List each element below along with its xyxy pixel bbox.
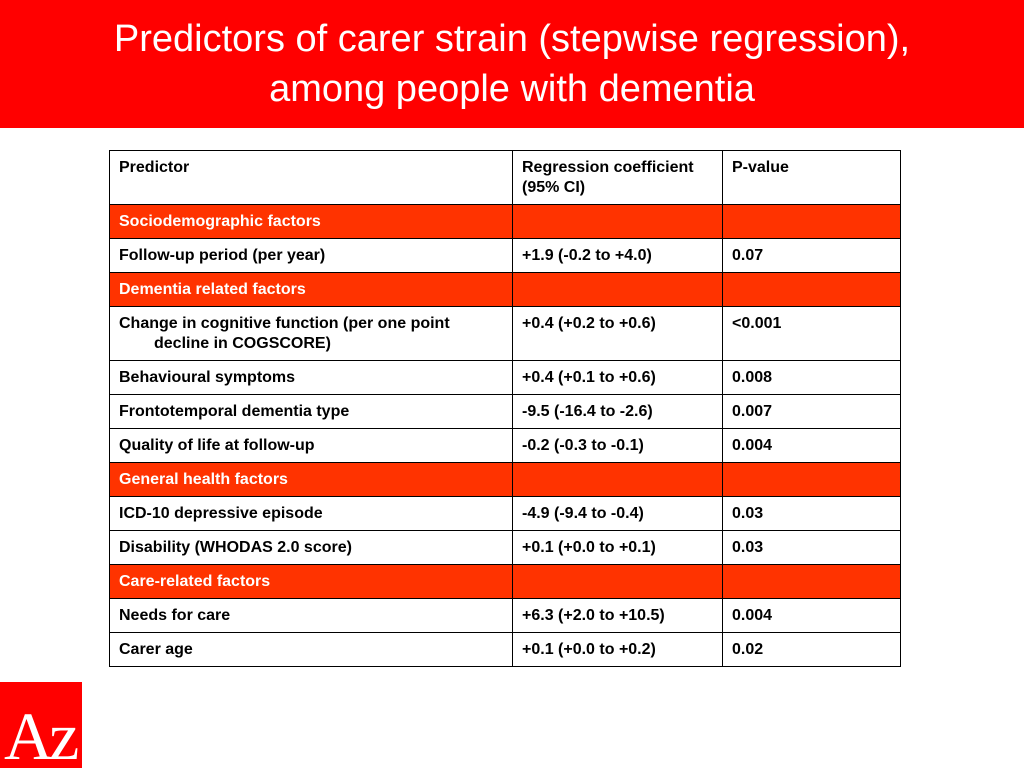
cell-p-value — [722, 272, 901, 307]
cell-p-value — [722, 204, 901, 239]
cell-coefficient: +0.4 (+0.2 to +0.6) — [512, 306, 723, 361]
header-p-value: P-value — [722, 150, 901, 205]
predictor-text: Change in cognitive function (per one po… — [119, 315, 450, 352]
section-row: Sociodemographic factors — [109, 204, 901, 239]
cell-coefficient: +0.1 (+0.0 to +0.1) — [512, 530, 723, 565]
slide-title-line-1: Predictors of carer strain (stepwise reg… — [113, 18, 911, 60]
regression-table: Predictor Regression coefficient (95% CI… — [109, 150, 901, 667]
table-row: ICD-10 depressive episode -4.9 (-9.4 to -… — [109, 496, 901, 531]
cell-coefficient: -0.2 (-0.3 to -0.1) — [512, 428, 723, 463]
cell-p-value: 0.03 — [722, 496, 901, 531]
cell-predictor: Care-related factors — [109, 564, 513, 599]
table-row: Quality of life at follow-up -0.2 (-0.3 t… — [109, 428, 901, 463]
cell-predictor: Follow-up period (per year) — [109, 238, 513, 273]
cell-predictor: Dementia related factors — [109, 272, 513, 307]
table-row: Change in cognitive function (per one po… — [109, 306, 901, 361]
slide-title-line-2: among people with dementia — [269, 68, 755, 110]
cell-coefficient — [512, 272, 723, 307]
cell-p-value: 0.007 — [722, 394, 901, 429]
cell-p-value: 0.008 — [722, 360, 901, 395]
section-row: General health factors — [109, 462, 901, 497]
table-row: Disability (WHODAS 2.0 score) +0.1 (+0.0 … — [109, 530, 901, 565]
cell-coefficient: +1.9 (-0.2 to +4.0) — [512, 238, 723, 273]
cell-predictor: Carer age — [109, 632, 513, 667]
cell-predictor: Disability (WHODAS 2.0 score) — [109, 530, 513, 565]
table-body: Sociodemographic factors Follow-up period… — [109, 204, 901, 667]
table-header-row: Predictor Regression coefficient (95% CI… — [109, 150, 901, 205]
az-logo: Az — [0, 682, 82, 774]
cell-coefficient: +0.4 (+0.1 to +0.6) — [512, 360, 723, 395]
cell-p-value: 0.03 — [722, 530, 901, 565]
cell-p-value: 0.02 — [722, 632, 901, 667]
cell-predictor: Behavioural symptoms — [109, 360, 513, 395]
table-row: Needs for care +6.3 (+2.0 to +10.5) 0.004 — [109, 598, 901, 633]
az-logo-text: Az — [4, 698, 79, 774]
cell-coefficient: -4.9 (-9.4 to -0.4) — [512, 496, 723, 531]
title-bar: Predictors of carer strain (stepwise reg… — [0, 0, 1024, 128]
cell-p-value: 0.07 — [722, 238, 901, 273]
cell-coefficient — [512, 462, 723, 497]
cell-p-value: <0.001 — [722, 306, 901, 361]
cell-predictor: ICD-10 depressive episode — [109, 496, 513, 531]
cell-predictor: Quality of life at follow-up — [109, 428, 513, 463]
cell-predictor: Sociodemographic factors — [109, 204, 513, 239]
cell-predictor: Frontotemporal dementia type — [109, 394, 513, 429]
cell-coefficient: -9.5 (-16.4 to -2.6) — [512, 394, 723, 429]
section-row: Care-related factors — [109, 564, 901, 599]
header-predictor: Predictor — [109, 150, 513, 205]
cell-p-value — [722, 564, 901, 599]
section-row: Dementia related factors — [109, 272, 901, 307]
table-row: Follow-up period (per year) +1.9 (-0.2 to… — [109, 238, 901, 273]
table-row: Carer age +0.1 (+0.0 to +0.2) 0.02 — [109, 632, 901, 667]
slide-title: Predictors of carer strain (stepwise reg… — [0, 14, 1024, 114]
cell-predictor: Needs for care — [109, 598, 513, 633]
table-row: Behavioural symptoms +0.4 (+0.1 to +0.6) 0… — [109, 360, 901, 395]
cell-p-value — [722, 462, 901, 497]
header-coefficient: Regression coefficient (95% CI) — [512, 150, 723, 205]
cell-p-value: 0.004 — [722, 598, 901, 633]
cell-coefficient: +0.1 (+0.0 to +0.2) — [512, 632, 723, 667]
cell-coefficient: +6.3 (+2.0 to +10.5) — [512, 598, 723, 633]
cell-p-value: 0.004 — [722, 428, 901, 463]
cell-predictor: Change in cognitive function (per one po… — [109, 306, 513, 361]
table-row: Frontotemporal dementia type -9.5 (-16.4 … — [109, 394, 901, 429]
cell-coefficient — [512, 204, 723, 239]
cell-coefficient — [512, 564, 723, 599]
cell-predictor: General health factors — [109, 462, 513, 497]
